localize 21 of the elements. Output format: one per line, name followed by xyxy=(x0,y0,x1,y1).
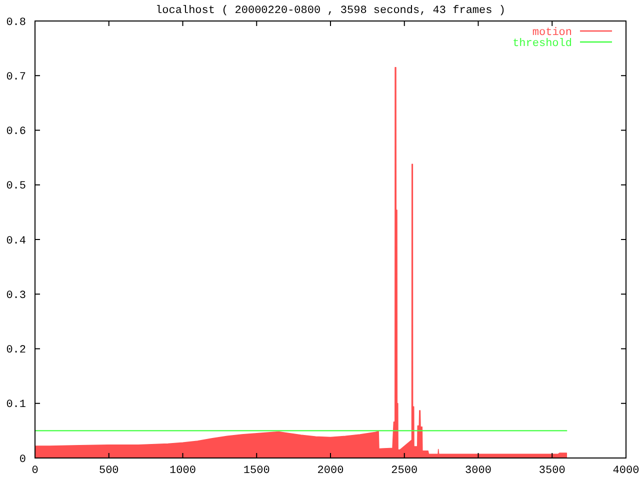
x-tick-label: 1000 xyxy=(170,465,196,477)
y-tick-label: 0.1 xyxy=(6,399,26,412)
x-tick-label: 3500 xyxy=(538,465,566,477)
y-tick-label: 0.8 xyxy=(6,16,26,29)
y-tick-label: 0.5 xyxy=(6,180,26,193)
legend-label: threshold xyxy=(512,38,572,50)
y-tick-label: 0 xyxy=(19,454,26,466)
x-tick-label: 3000 xyxy=(465,465,492,477)
y-tick-label: 0.2 xyxy=(6,344,26,357)
chart-title: localhost ( 20000220-0800 , 3598 seconds, 43 frames ) xyxy=(156,5,506,17)
y-tick-label: 0.6 xyxy=(6,126,26,138)
x-tick-label: 4000 xyxy=(612,465,640,477)
x-tick-label: 2000 xyxy=(317,465,344,477)
y-tick-label: 0.3 xyxy=(6,290,26,302)
x-tick-label: 0 xyxy=(32,465,38,477)
x-tick-label: 1500 xyxy=(243,465,270,477)
x-tick-label: 2500 xyxy=(391,465,418,477)
x-tick-label: 500 xyxy=(98,465,119,477)
y-tick-label: 0.7 xyxy=(6,71,26,84)
legend-label: motion xyxy=(532,26,572,39)
y-tick-label: 0.4 xyxy=(6,235,26,248)
